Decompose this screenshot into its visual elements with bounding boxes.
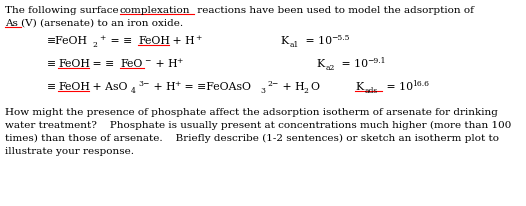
Text: How might the presence of phosphate affect the adsorption isotherm of arsenate f: How might the presence of phosphate affe… <box>5 108 498 116</box>
Text: FeOH: FeOH <box>58 59 90 69</box>
Text: water treatment?    Phosphate is usually present at concentrations much higher (: water treatment? Phosphate is usually pr… <box>5 120 511 129</box>
Text: = 10: = 10 <box>383 82 413 91</box>
Text: illustrate your response.: illustrate your response. <box>5 146 134 155</box>
Text: + H: + H <box>279 82 305 91</box>
Text: +: + <box>176 57 183 65</box>
Text: 3: 3 <box>260 87 265 95</box>
Text: +: + <box>195 34 201 42</box>
Text: + H: + H <box>152 59 178 69</box>
Text: +: + <box>99 34 105 42</box>
Text: = 10: = 10 <box>338 59 368 69</box>
Text: 4: 4 <box>131 87 136 95</box>
Text: 2−: 2− <box>267 80 278 88</box>
Text: = 10: = 10 <box>302 36 332 46</box>
Text: K: K <box>355 82 363 91</box>
Text: = ≡: = ≡ <box>107 36 132 46</box>
Text: complexation: complexation <box>120 6 190 15</box>
Text: +: + <box>174 80 180 88</box>
Text: 2: 2 <box>92 41 97 49</box>
Text: = ≡FeOAsO: = ≡FeOAsO <box>181 82 251 91</box>
Text: 3−: 3− <box>138 80 149 88</box>
Text: ≡: ≡ <box>47 82 56 91</box>
Text: FeOH: FeOH <box>138 36 170 46</box>
Text: As: As <box>5 19 18 28</box>
Text: = ≡: = ≡ <box>89 59 114 69</box>
Text: K: K <box>316 59 324 69</box>
Text: FeO: FeO <box>120 59 143 69</box>
Text: ≡: ≡ <box>47 59 56 69</box>
Text: −9.1: −9.1 <box>367 57 386 65</box>
Text: FeOH: FeOH <box>58 82 90 91</box>
Text: O: O <box>310 82 319 91</box>
Text: 16.6: 16.6 <box>412 80 429 88</box>
Text: The following surface: The following surface <box>5 6 122 15</box>
Text: 2: 2 <box>303 87 308 95</box>
Text: + H: + H <box>169 36 195 46</box>
Text: a2: a2 <box>326 64 336 72</box>
Text: reactions have been used to model the adsorption of: reactions have been used to model the ad… <box>194 6 474 15</box>
Text: (V) (arsenate) to an iron oxide.: (V) (arsenate) to an iron oxide. <box>21 19 183 28</box>
Text: + H: + H <box>150 82 176 91</box>
Text: ≡FeOH: ≡FeOH <box>47 36 88 46</box>
Text: a1: a1 <box>290 41 299 49</box>
Text: + AsO: + AsO <box>89 82 127 91</box>
Text: times) than those of arsenate.    Briefly describe (1-2 sentences) or sketch an : times) than those of arsenate. Briefly d… <box>5 133 499 142</box>
Text: −: − <box>144 57 150 65</box>
Text: K: K <box>280 36 288 46</box>
Text: ads: ads <box>365 87 378 95</box>
Text: −5.5: −5.5 <box>331 34 349 42</box>
